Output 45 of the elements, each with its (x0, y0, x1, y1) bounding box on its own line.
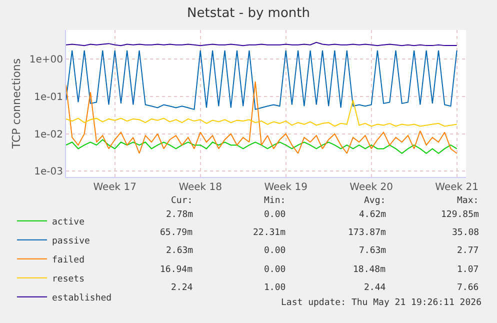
text: 0.00 (264, 246, 286, 256)
x-tick-label: Week 18 (178, 182, 222, 193)
legend-label: active (52, 217, 85, 228)
legend-label: failed (52, 255, 85, 266)
text: 2.24 (171, 283, 193, 293)
legend-label: passive (52, 236, 90, 246)
text: 18.48m (353, 265, 386, 275)
text: 129.85m (441, 210, 479, 220)
line-series (66, 100, 458, 127)
legend-label: resets (52, 274, 85, 284)
text: 2.44 (364, 283, 386, 293)
text: 4.62m (359, 210, 386, 220)
text: 1.07 (457, 265, 479, 275)
text: Avg: (364, 196, 386, 206)
y-tick-label: 1e-02 (34, 129, 63, 140)
text: Cur: (171, 196, 193, 206)
text: 22.31m (253, 228, 286, 238)
text: Max: (457, 196, 479, 206)
x-tick-label: Week 20 (350, 182, 393, 193)
chart-title: Netstat - by month (187, 6, 310, 22)
y-tick-label: 1e-01 (34, 92, 63, 103)
x-tick-label: Week 19 (264, 182, 308, 193)
text: 0.00 (264, 265, 286, 275)
text: 1.00 (264, 283, 286, 293)
x-tick-label: Week 21 (435, 182, 478, 193)
text: 2.63m (166, 246, 194, 256)
y-tick-label: 1e-03 (34, 166, 63, 178)
text: 0.00 (264, 210, 286, 220)
line-series (66, 139, 458, 154)
legend-label: established (52, 293, 112, 304)
x-tick-label: Week 17 (93, 182, 137, 193)
text: Min: (264, 196, 286, 206)
text: 7.66 (457, 283, 479, 293)
text: 16.94m (160, 265, 193, 275)
text: 2.78m (166, 210, 194, 220)
text: 65.79m (160, 228, 193, 238)
y-tick-label: 1e+00 (29, 54, 63, 66)
y-axis-title: TCP connections (10, 58, 24, 150)
text: 2.77 (457, 246, 479, 256)
text: 7.63m (359, 246, 386, 256)
text: 173.87m (348, 228, 386, 238)
text: Last update: Thu May 21 19:26:11 2026 (281, 298, 482, 308)
line-series (66, 81, 458, 154)
line-series (66, 50, 458, 110)
text: 35.08 (452, 228, 480, 238)
